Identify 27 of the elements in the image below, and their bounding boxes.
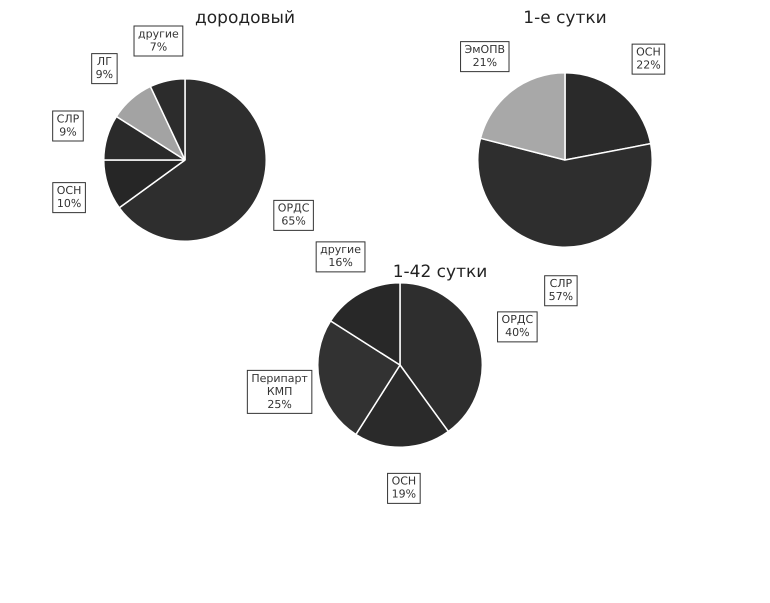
data-label: 25%	[267, 398, 292, 411]
data-label: 19%	[392, 488, 416, 501]
slice-label: ЭмОПВ	[464, 42, 506, 56]
slice-label: СЛР	[550, 277, 573, 290]
slice-label: другие	[138, 27, 180, 40]
data-label: 40%	[505, 326, 530, 340]
data-label: 9%	[96, 68, 114, 81]
data-label: 21%	[472, 56, 498, 69]
data-label: 7%	[150, 40, 168, 54]
slice-label: другие	[320, 243, 362, 256]
slice-label: ЛГ	[96, 54, 112, 68]
slice-label: ОРДС	[502, 313, 534, 326]
slice-label: Перипарт КМП	[251, 372, 308, 398]
chart-title: дородовый	[195, 8, 295, 28]
slice-label: ОСН	[392, 474, 416, 488]
data-label: 65%	[281, 214, 306, 228]
slice-label: ОСН	[56, 184, 82, 198]
data-label: 10%	[56, 197, 82, 210]
data-label: 22%	[636, 58, 661, 72]
slice-label: СЛР	[56, 112, 80, 126]
chart-title: 1-е сутки	[523, 8, 607, 28]
slice-label: ОРДС	[278, 202, 310, 215]
data-label: 57%	[548, 290, 574, 304]
text: 1-42 сутки	[392, 262, 488, 282]
slice-label: ОСН	[636, 46, 661, 59]
data-label: 9%	[59, 125, 77, 138]
data-label: 16%	[328, 256, 353, 270]
